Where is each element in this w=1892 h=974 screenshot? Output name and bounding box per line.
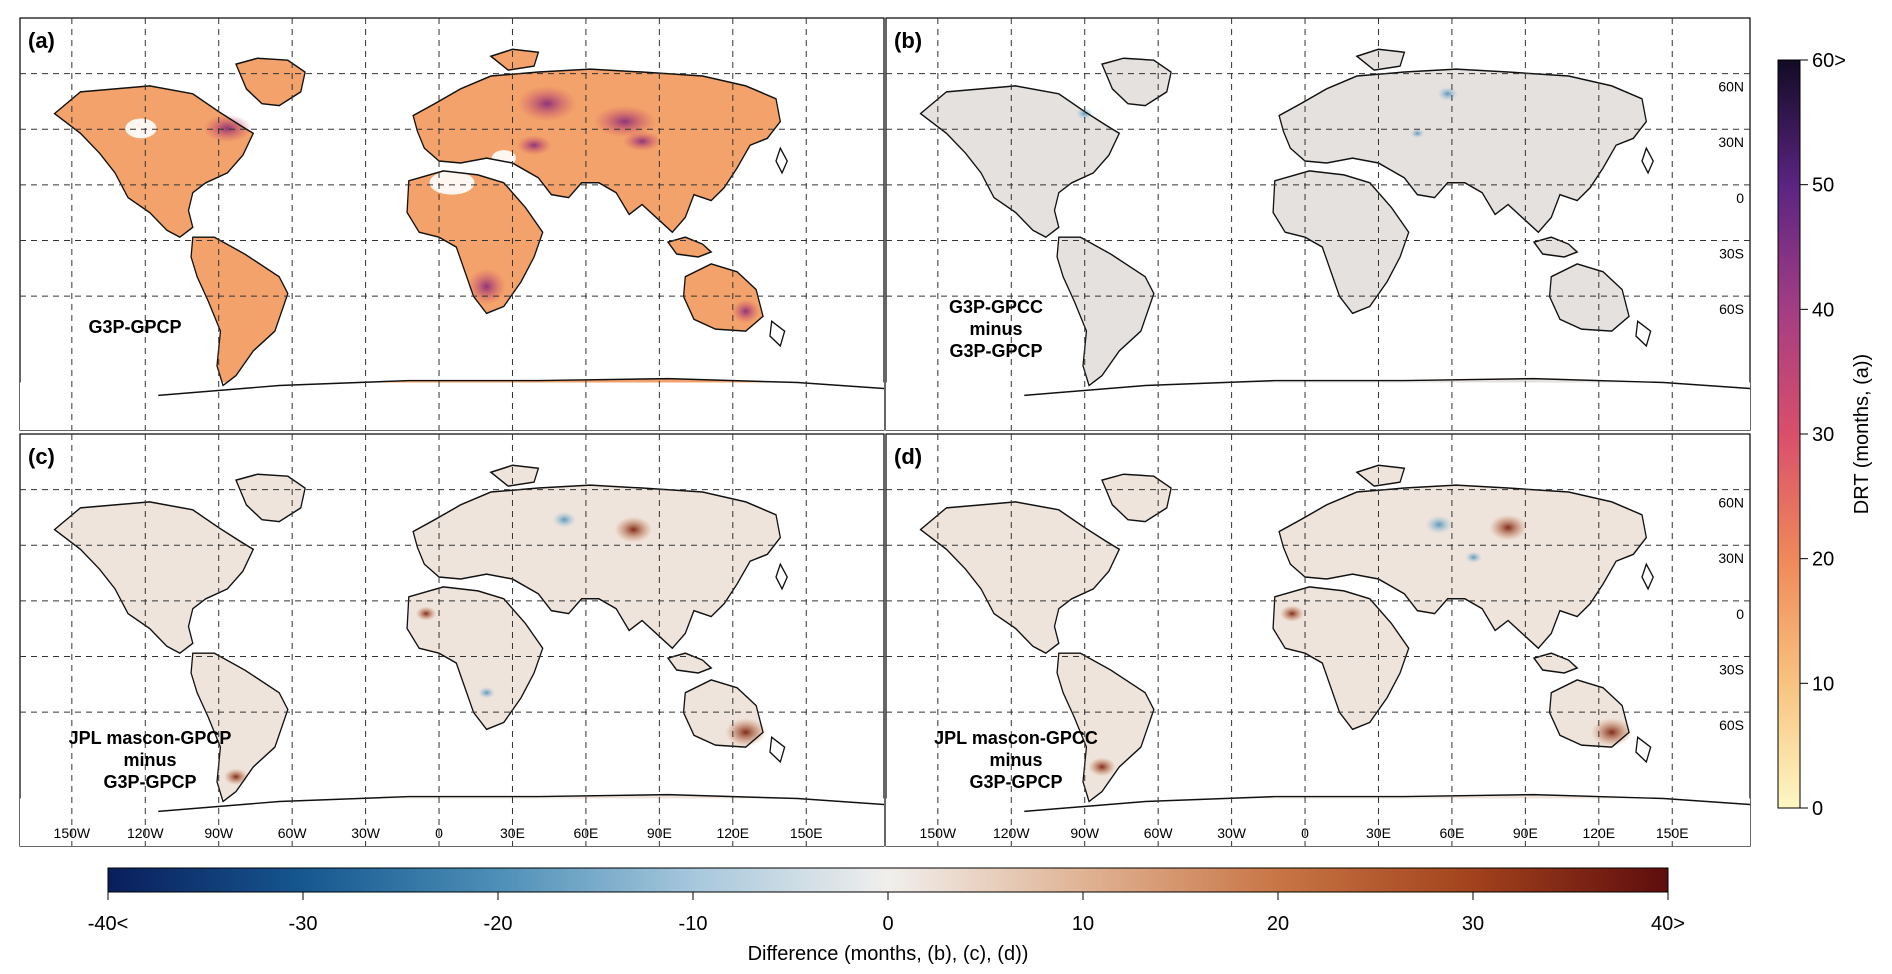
drt-tick-label: 50 [1812,175,1834,197]
anomaly-shading [1076,86,1458,139]
panel-label: G3P-GPCP [88,317,181,337]
anomaly-shading [1088,514,1633,777]
graticule [20,18,884,430]
drt-tick-label: 60> [1812,50,1846,72]
lon-label: 30W [1217,825,1247,841]
panel-tag: (b) [894,28,922,53]
anomaly-shading [223,511,767,786]
diff-tick-label: 10 [1072,913,1094,935]
diff-colorbar-title: Difference (months, (b), (c), (d)) [748,943,1029,965]
drt-tick-label: 40 [1812,299,1834,321]
lon-label: 60E [573,825,598,841]
lat-label: 30N [1718,134,1744,150]
lon-label: 0 [435,825,443,841]
lon-label: 60W [278,825,308,841]
lon-label: 30W [351,825,381,841]
lon-label: 90W [204,825,234,841]
lon-label: 90E [647,825,672,841]
map-panel-d: (d) JPL mascon-GPCC minus G3P-GPCP 60N 30N 0 30… [885,433,1751,847]
panel-tag: (a) [28,28,55,53]
diff-tick-label: 30 [1462,913,1484,935]
lon-label: 150W [54,825,91,841]
lon-label: 90W [1070,825,1100,841]
lon-label: 120E [716,825,749,841]
lon-label: 30E [1366,825,1391,841]
drt-tick-label: 20 [1812,549,1834,571]
graticule [886,434,1750,846]
diff-tick-label: -30 [289,913,318,935]
graticule [20,434,884,846]
diff-tick-label: 0 [882,913,893,935]
lat-label: 30S [1719,245,1744,261]
diff-tick-label: 20 [1267,913,1289,935]
map-panel-a: (a) G3P-GPCP [19,17,885,431]
diff-colorbar: -40< -30 -20 -10 0 10 20 30 40> Difference (mont… [88,867,1685,965]
drt-colorbar-bar [1777,59,1801,809]
lon-label: 60W [1144,825,1174,841]
lon-label: 150W [920,825,957,841]
map-panel-b: (b) G3P-GPCC minus G3P-GPCP 60N 30N 0 30S 60S [885,17,1751,431]
panel-label: G3P-GPCC minus G3P-GPCP [949,297,1043,361]
panel-tag: (c) [28,444,55,469]
lon-label: 0 [1301,825,1309,841]
diff-tick-label: 40> [1651,913,1685,935]
diff-tick-label: -40< [88,913,129,935]
anomaly-shading [125,85,760,324]
lat-label: 60S [1719,717,1744,733]
graticule [886,18,1750,430]
diff-tick-label: -20 [484,913,513,935]
panel-label: JPL mascon-GPCC minus G3P-GPCP [934,728,1098,792]
lat-label: 60S [1719,301,1744,317]
lon-label: 120E [1582,825,1615,841]
drt-tick-label: 30 [1812,424,1834,446]
diff-colorbar-bar [107,867,1669,893]
map-panel-c: (c) JPL mascon-GPCP minus G3P-GPCP 150W 120W 9… [19,433,885,847]
drt-tick-label: 10 [1812,673,1834,695]
drt-colorbar-title: DRT (months, (a)) [1851,354,1873,514]
lon-label: 120W [993,825,1030,841]
diff-tick-label: -10 [679,913,708,935]
lat-label: 0 [1736,606,1744,622]
lon-label: 150E [1656,825,1689,841]
drt-colorbar: 0 10 20 30 40 50 60> DRT (months, (a)) [1777,50,1873,820]
lat-label: 60N [1718,79,1744,95]
lon-label: 60E [1439,825,1464,841]
lon-label: 150E [790,825,823,841]
lat-label: 0 [1736,190,1744,206]
panel-tag: (d) [894,444,922,469]
lon-label: 90E [1513,825,1538,841]
lat-label: 60N [1718,495,1744,511]
lat-label: 30S [1719,661,1744,677]
lon-label: 30E [500,825,525,841]
panel-label: JPL mascon-GPCP minus G3P-GPCP [69,728,232,792]
lat-label: 30N [1718,550,1744,566]
lon-label: 120W [127,825,164,841]
drt-tick-label: 0 [1812,798,1823,820]
